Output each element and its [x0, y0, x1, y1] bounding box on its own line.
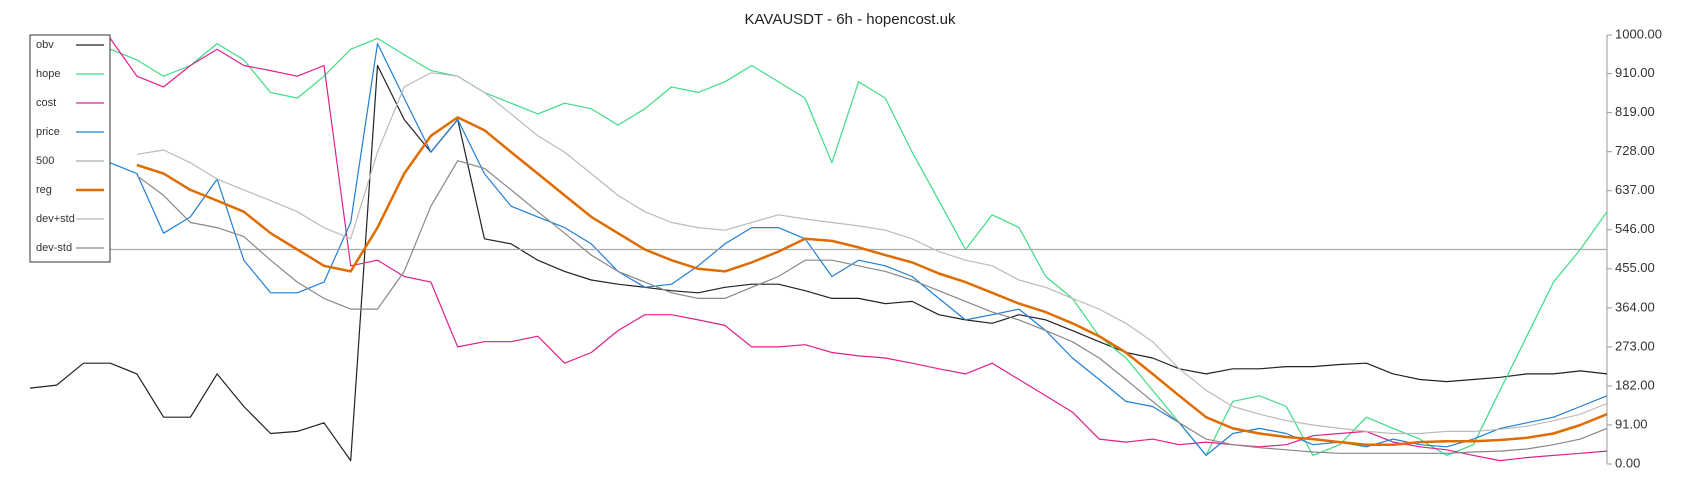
y-tick-label: 273.00 — [1615, 338, 1655, 353]
legend-label: dev-std — [36, 242, 72, 254]
legend-label: price — [36, 126, 60, 138]
y-tick-label: 819.00 — [1615, 104, 1655, 119]
y-tick-label: 182.00 — [1615, 377, 1655, 392]
plot-area — [29, 37, 1608, 462]
legend-label: reg — [36, 184, 52, 196]
y-tick-label: 364.00 — [1615, 299, 1655, 314]
legend-label: cost — [36, 97, 56, 109]
legend: obv hope cost price 500 reg dev+std dev-std — [29, 34, 111, 263]
y-tick-label: 546.00 — [1615, 221, 1655, 236]
y-tick-label: 91.00 — [1615, 416, 1648, 431]
legend-box — [29, 34, 111, 263]
legend-label: dev+std — [36, 213, 75, 225]
chart-title: KAVAUSDT - 6h - hopencost.uk — [745, 11, 956, 28]
series-line — [109, 38, 1608, 462]
y-tick-label: 455.00 — [1615, 260, 1655, 275]
y-tick-label: 910.00 — [1615, 65, 1655, 80]
y-tick-label: 1000.00 — [1615, 26, 1662, 41]
series-line — [136, 72, 1608, 435]
legend-label: obv — [36, 39, 54, 51]
y-tick-label: 728.00 — [1615, 143, 1655, 158]
series-line — [136, 160, 1608, 454]
series-line — [109, 43, 1608, 456]
series-line — [136, 116, 1608, 446]
y-tick-label: 637.00 — [1615, 182, 1655, 197]
legend-label: hope — [36, 68, 60, 80]
legend-label: 500 — [36, 155, 54, 167]
y-tick-label: 0.00 — [1615, 455, 1640, 470]
series-line — [109, 37, 1608, 456]
series-line — [29, 64, 1608, 462]
